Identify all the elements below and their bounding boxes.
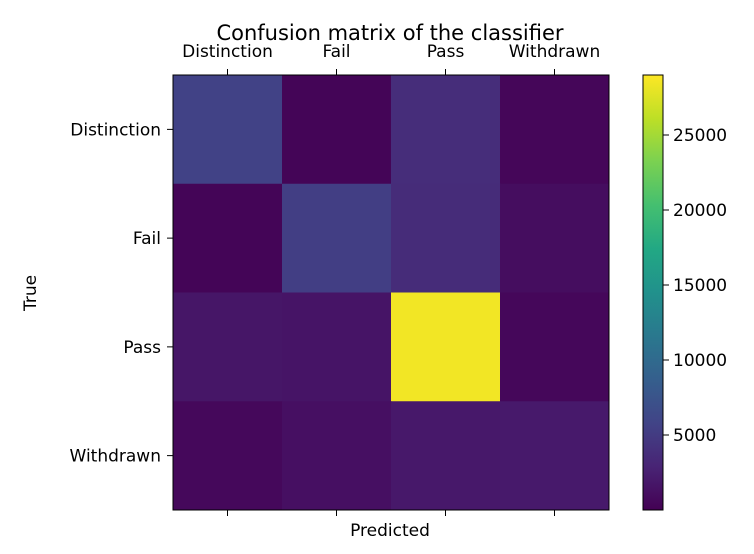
heatmap-cell-0-1: [282, 75, 392, 185]
colorbar-ticks: 5000 10000 15000 20000 25000: [663, 126, 727, 446]
plot-frame: [172, 74, 610, 511]
colorbar-tick-label: 25000: [673, 126, 727, 146]
colorbar: [642, 74, 664, 511]
heatmap-cell-1-2: [391, 183, 501, 293]
y-tick-label: Withdrawn: [70, 447, 161, 467]
heatmap-cell-2-2: [391, 292, 501, 402]
y-axis-label: True: [21, 275, 41, 312]
y-tick-label: Fail: [133, 229, 161, 249]
heatmap-cell-1-1: [282, 183, 392, 293]
heatmap-cell-2-1: [282, 292, 392, 402]
x-tick-label: Distinction: [182, 42, 273, 62]
colorbar-tick-label: 15000: [673, 276, 727, 296]
heatmap-cell-1-3: [500, 183, 610, 293]
x-tick-label: Withdrawn: [509, 42, 600, 62]
x-tick-label: Pass: [427, 42, 465, 62]
heatmap-cell-2-3: [500, 292, 610, 402]
chart-title: Confusion matrix of the classifier: [216, 21, 563, 45]
x-tick-label: Fail: [322, 42, 350, 62]
y-tick-label: Distinction: [70, 120, 161, 140]
heatmap-cell-3-0: [173, 401, 283, 511]
y-tick-label: Pass: [123, 338, 161, 358]
heatmap-cell-3-1: [282, 401, 392, 511]
y-axis-ticks: Distinction Fail Pass Withdrawn: [70, 120, 173, 467]
colorbar-tick-label: 10000: [673, 351, 727, 371]
x-axis-ticks: Distinction Fail Pass Withdrawn: [182, 42, 600, 516]
heatmap-cell-0-0: [173, 75, 283, 185]
heatmap-cell-1-0: [173, 183, 283, 293]
heatmap-cell-0-3: [500, 75, 610, 185]
colorbar-tick-label: 5000: [673, 426, 716, 446]
heatmap-cell-0-2: [391, 75, 501, 185]
heatmap-cell-2-0: [173, 292, 283, 402]
x-axis-label: Predicted: [350, 521, 430, 541]
heatmap-cells: [173, 75, 610, 511]
colorbar-tick-label: 20000: [673, 201, 727, 221]
heatmap-cell-3-2: [391, 401, 501, 511]
heatmap-cell-3-3: [500, 401, 610, 511]
